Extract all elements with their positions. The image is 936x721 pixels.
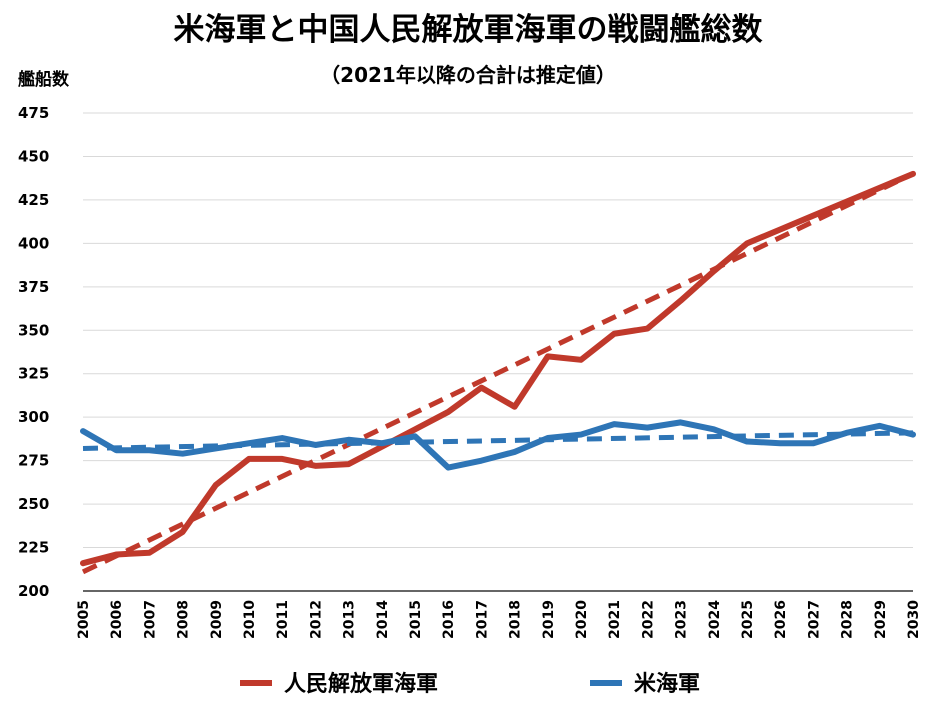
x-tick-label: 2021 [607, 600, 623, 639]
x-tick-label: 2024 [707, 600, 723, 639]
x-tick-labels: 2005 2006 2007 2008 2009 2010 2011 2012 2013 2014… [76, 600, 922, 639]
x-tick-label: 2011 [275, 600, 291, 639]
x-tick-label: 2005 [76, 600, 92, 639]
y-tick-label: 475 [18, 104, 49, 122]
x-tick-label: 2018 [508, 600, 524, 639]
x-tick-label: 2012 [308, 600, 324, 639]
trend-line-1 [82, 430, 914, 451]
y-axis-label: 艦船数 [18, 69, 70, 90]
x-tick-label: 2009 [209, 600, 225, 639]
y-tick-label: 400 [18, 234, 49, 252]
x-tick-label: 2025 [740, 600, 756, 639]
x-tick-label: 2017 [474, 600, 490, 639]
y-tick-labels: 200 225 250 275 300 325 350 375 400 425 450 475 [18, 104, 49, 600]
x-tick-label: 2016 [441, 600, 457, 639]
x-tick-label: 2028 [840, 600, 856, 639]
y-tick-label: 425 [18, 191, 49, 209]
y-tick-label: 375 [18, 278, 49, 296]
x-tick-label: 2010 [242, 600, 258, 639]
chart-subtitle: （2021年以降の合計は推定値） [320, 63, 616, 87]
x-tick-label: 2027 [806, 600, 822, 639]
legend: 人民解放軍海軍 米海軍 [240, 671, 700, 697]
series-line-0 [80, 170, 916, 567]
x-tick-label: 2006 [109, 600, 125, 639]
x-tick-label: 2019 [541, 600, 557, 639]
y-tick-label: 350 [18, 321, 49, 339]
series-lines [80, 170, 916, 567]
chart-title: 米海軍と中国人民解放軍海軍の戦闘艦総数 [174, 12, 763, 48]
x-tick-label: 2022 [640, 600, 656, 639]
gridlines [83, 112, 913, 592]
x-tick-label: 2015 [408, 600, 424, 639]
legend-label-1: 米海軍 [634, 671, 700, 697]
series-line-1 [80, 419, 916, 471]
x-tick-label: 2020 [574, 600, 590, 639]
y-tick-label: 450 [18, 147, 49, 165]
y-tick-label: 325 [18, 365, 49, 383]
x-tick-label: 2026 [773, 600, 789, 639]
trend-line-0 [81, 171, 915, 575]
x-tick-label: 2023 [674, 600, 690, 639]
x-tick-label: 2007 [142, 600, 158, 639]
y-tick-label: 225 [18, 539, 49, 557]
trend-lines [81, 171, 915, 575]
x-tick-label: 2014 [375, 600, 391, 639]
x-tick-label: 2008 [176, 600, 192, 639]
y-tick-label: 250 [18, 495, 49, 513]
y-tick-label: 275 [18, 452, 49, 470]
legend-label-0: 人民解放軍海軍 [284, 671, 438, 697]
x-tick-label: 2029 [873, 600, 889, 639]
y-tick-label: 300 [18, 408, 49, 426]
x-tick-label: 2030 [906, 600, 922, 639]
x-tick-label: 2013 [342, 600, 358, 639]
y-tick-label: 200 [18, 582, 49, 600]
